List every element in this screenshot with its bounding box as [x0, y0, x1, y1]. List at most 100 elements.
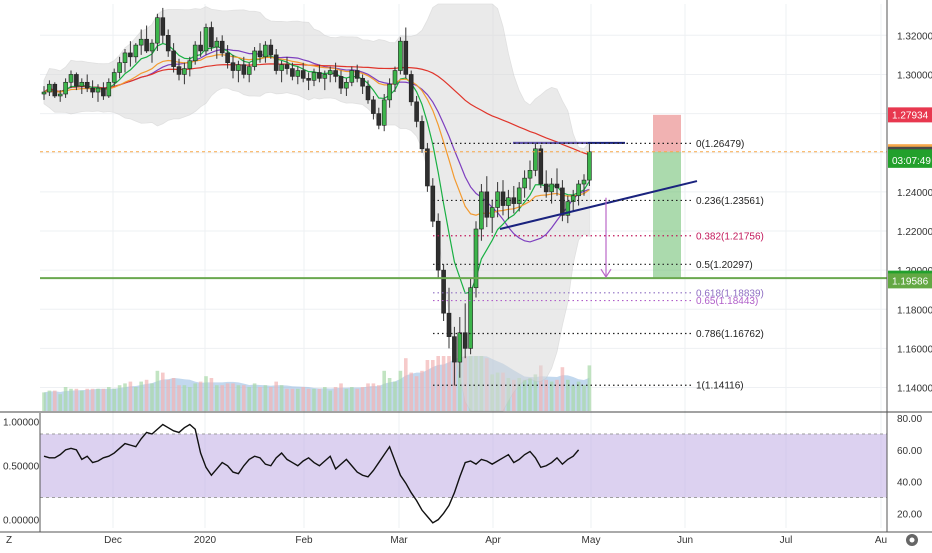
volume-bar [512, 379, 516, 411]
candle-body [398, 40, 403, 71]
candle-body [128, 52, 133, 58]
volume-bar [161, 372, 165, 411]
candle-body [576, 183, 581, 197]
candle-body [317, 72, 322, 79]
volume-bar [441, 356, 446, 411]
volume-bar [409, 372, 413, 411]
volume-bar [85, 388, 89, 411]
candle-body [171, 50, 176, 67]
volume-bar [398, 370, 403, 411]
overlay-layer [653, 114, 681, 279]
volume-bar [447, 356, 451, 411]
rsi-left-tick: 0.00000 [3, 516, 40, 527]
volume-bar [323, 387, 327, 411]
volume-bar [198, 381, 203, 411]
volume-bar [193, 383, 197, 411]
candle-body [414, 101, 419, 122]
volume-bar [53, 390, 57, 411]
time-tick-label: Jul [780, 535, 793, 546]
volume-bar [101, 388, 106, 411]
volume-bar [420, 370, 424, 411]
volume-bar [209, 378, 214, 411]
volume-bar [290, 388, 295, 411]
candle-body [462, 332, 468, 349]
volume-bar [225, 383, 230, 411]
rsi-right-tick: 40.00 [897, 478, 922, 489]
price-badge [888, 152, 932, 168]
candle-body [446, 312, 452, 337]
time-tick-label: Apr [485, 535, 501, 546]
fib-label: 0.236(1.23561) [696, 196, 764, 207]
candle-body [246, 66, 252, 75]
volume-bar [58, 394, 62, 411]
candle-body [441, 269, 446, 314]
candle-body [419, 121, 425, 150]
candle-body [365, 85, 371, 101]
candle-body [527, 170, 533, 179]
candle-body [489, 207, 495, 218]
volume-bar [204, 376, 208, 411]
target-zone [653, 151, 681, 279]
candle-body [252, 50, 257, 67]
corner-label: Z [6, 535, 12, 546]
volume-bar [134, 387, 138, 411]
candle-body [117, 62, 122, 73]
candle-body [279, 64, 284, 71]
candle-body [295, 70, 301, 77]
candle-body [203, 27, 209, 52]
volume-bar [517, 378, 521, 411]
time-tick-label: 2020 [194, 535, 217, 546]
candle-body [554, 183, 560, 189]
candle-body [354, 70, 360, 79]
volume-bar [269, 387, 273, 411]
candle-body [198, 44, 203, 52]
volume-bar [123, 383, 127, 411]
volume-bar [231, 383, 235, 411]
price-badge-label: 1.27934 [892, 110, 929, 121]
volume-bar [171, 378, 176, 411]
candle-body [79, 81, 85, 87]
fib-label-layer: 0(1.26479) 0.236(1.23561) 0.382(1.21756) 0.… [433, 139, 764, 392]
settings-gear-center [909, 537, 915, 543]
candle-body [533, 148, 538, 171]
volume-bar [544, 379, 548, 411]
time-tick-label: Dec [104, 535, 122, 546]
volume-bar [80, 390, 84, 411]
candle-body [225, 52, 230, 64]
volume-bar [382, 370, 386, 411]
candle-body [236, 64, 241, 71]
candle-body [101, 87, 106, 97]
rsi-line [43, 423, 580, 524]
volume-bar [247, 387, 251, 411]
price-tick-label: 1.22000 [897, 227, 932, 238]
volume-bar [355, 388, 359, 411]
candle-body [581, 179, 587, 185]
candle-body [230, 62, 236, 71]
volume-bar [236, 385, 241, 411]
price-tick-label: 1.32000 [897, 31, 932, 42]
candle-body [106, 81, 112, 97]
volume-bar [582, 385, 586, 411]
candle-body [111, 72, 117, 83]
candle-body [495, 191, 500, 208]
stop-zone [653, 114, 681, 152]
volume-bar [242, 385, 246, 411]
volume-bar [107, 387, 111, 411]
candle-body [479, 191, 484, 230]
candle-body [263, 44, 268, 58]
volume-bar [74, 388, 79, 411]
volume-bar [263, 385, 268, 411]
candle-layer [41, 7, 592, 386]
badge-layer: 1.279341.260521.260521.2579003:07:491.19… [888, 107, 932, 289]
candle-body [95, 87, 101, 93]
price-tick-label: 1.24000 [897, 188, 932, 199]
volume-bar [360, 387, 365, 411]
volume-bar [42, 392, 46, 411]
volume-bar [47, 390, 52, 411]
candle-body [430, 185, 436, 222]
volume-bar [387, 378, 392, 411]
volume-bar [377, 385, 381, 411]
volume-bar [296, 388, 300, 411]
moving-average-layer [43, 42, 590, 295]
candle-body [435, 220, 441, 271]
